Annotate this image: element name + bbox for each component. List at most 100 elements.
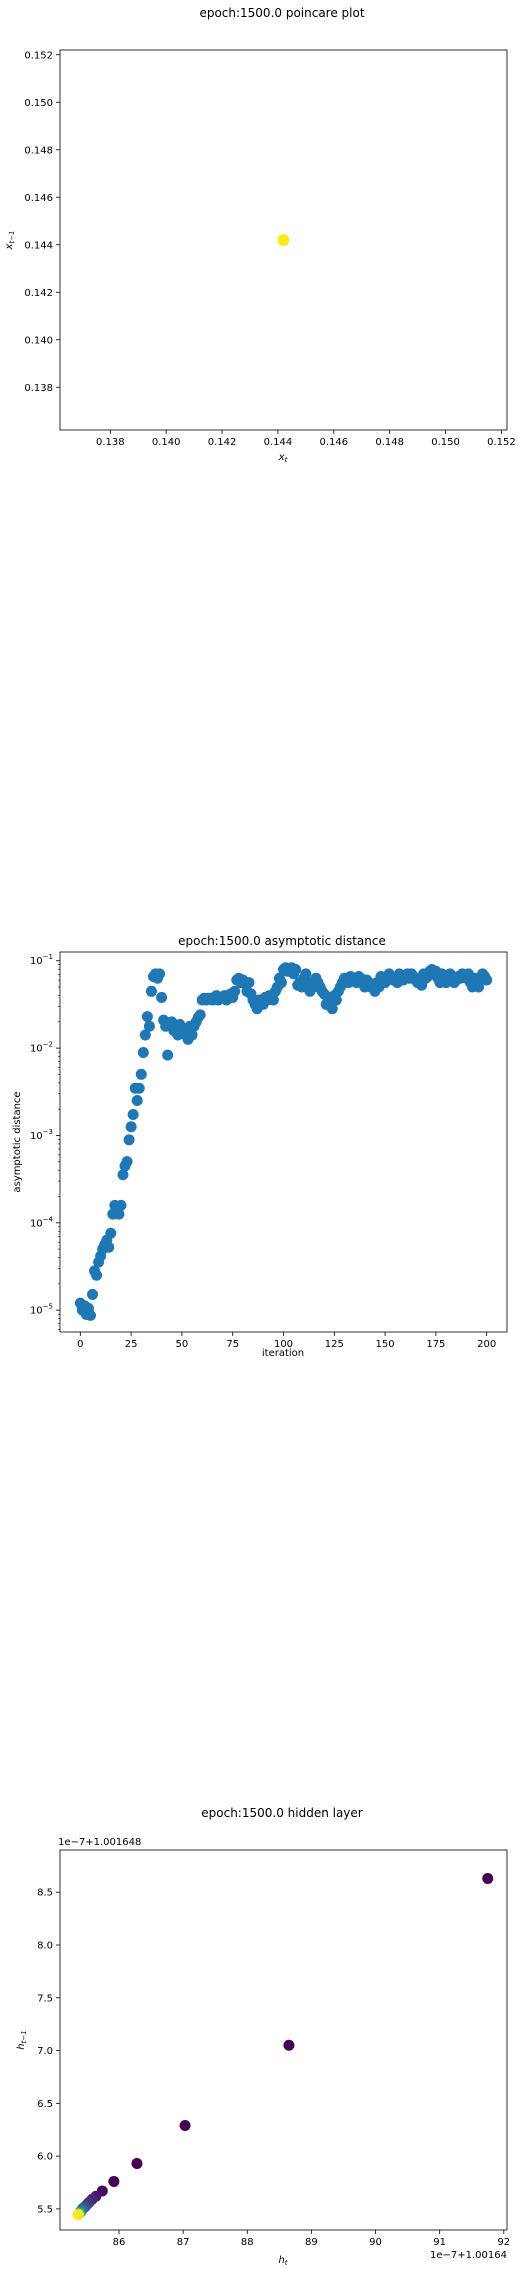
data-point: [137, 1046, 149, 1058]
data-point: [91, 1269, 103, 1281]
data-point: [473, 981, 485, 993]
x-tick-label: 0.138: [96, 437, 125, 448]
y-tick-label: 10−3: [30, 1128, 53, 1142]
x-offset-text: 1e−7+1.00164: [430, 2250, 507, 2261]
data-point: [84, 1309, 96, 1321]
x-tick-label: 0.148: [375, 437, 404, 448]
data-point: [326, 1003, 338, 1015]
chart-title: epoch:1500.0 poincare plot: [199, 6, 364, 20]
data-point: [277, 234, 290, 246]
data-point: [115, 1199, 127, 1211]
y-tick-label: 10−2: [30, 1041, 53, 1055]
x-axis-label: iteration: [262, 1348, 304, 1359]
data-point: [139, 1029, 151, 1041]
data-point: [162, 1049, 174, 1061]
y-tick-label: 0.142: [24, 288, 53, 299]
y-tick-label: 0.144: [24, 240, 53, 251]
data-point: [87, 1288, 99, 1300]
data-point: [482, 1873, 494, 1884]
y-tick-label: 7.5: [37, 1993, 53, 2004]
y-tick-label: 10−1: [30, 953, 53, 967]
data-point: [290, 963, 302, 975]
y-axis-label: ht−1: [16, 2030, 28, 2049]
data-point: [145, 985, 157, 997]
x-tick-label: 87: [177, 2237, 190, 2248]
x-tick-label: 0.150: [431, 437, 460, 448]
y-tick-label: 0.150: [24, 98, 53, 109]
x-tick-label: 0: [77, 1339, 83, 1350]
x-tick-label: 25: [125, 1339, 138, 1350]
chart-title: epoch:1500.0 asymptotic distance: [178, 934, 386, 948]
x-tick-label: 75: [226, 1339, 239, 1350]
data-point: [133, 1082, 145, 1094]
y-tick-label: 6.5: [37, 2099, 53, 2110]
x-tick-label: 0.140: [152, 437, 181, 448]
x-tick-label: 125: [325, 1339, 344, 1350]
x-tick-label: 0.142: [208, 437, 237, 448]
poincare-plot-chart: epoch:1500.0 poincare plot 0.138 0.140 0.1…: [4, 6, 516, 464]
x-tick-label: 0.144: [264, 437, 293, 448]
data-point: [267, 994, 279, 1006]
data-point: [123, 1134, 135, 1146]
x-tick-label: 200: [477, 1339, 496, 1350]
x-axis-label: ht: [278, 2255, 287, 2265]
data-point: [300, 968, 312, 980]
data-point: [156, 991, 168, 1003]
data-point: [127, 1108, 139, 1120]
y-tick-label: 6.0: [37, 2152, 53, 2163]
x-tick-label: 100: [274, 1339, 293, 1350]
data-point: [131, 1095, 143, 1107]
x-tick-label: 0.146: [319, 437, 348, 448]
data-point: [117, 1169, 129, 1181]
data-point: [113, 1208, 125, 1220]
data-point: [481, 974, 493, 986]
data-point: [131, 2158, 143, 2169]
data-point: [283, 2039, 295, 2051]
x-tick-label: 0.152: [487, 437, 516, 448]
y-tick-label: 5.5: [37, 2204, 53, 2215]
x-tick-label: 175: [426, 1339, 445, 1350]
x-tick-label: 86: [113, 2237, 126, 2248]
x-tick-label: 50: [176, 1339, 189, 1350]
data-point: [143, 1020, 155, 1032]
chart-title: epoch:1500.0 hidden layer: [201, 1806, 363, 1820]
data-point: [179, 2120, 191, 2131]
y-tick-label: 8.0: [37, 1941, 53, 1952]
y-tick-label: 10−4: [30, 1215, 54, 1229]
data-point: [275, 977, 287, 989]
y-axis-label: asymptotic distance: [12, 1091, 23, 1192]
hidden-layer-chart: epoch:1500.0 hidden layer 1e−7+1.001648 …: [16, 1806, 510, 2265]
y-tick-label: 0.152: [24, 50, 53, 61]
data-point: [121, 1156, 133, 1168]
x-tick-label: 88: [241, 2237, 254, 2248]
y-tick-label: 0.148: [24, 145, 53, 156]
data-point: [108, 2175, 120, 2187]
asymptotic-distance-chart: epoch:1500.0 asymptotic distance 0 25 50 75…: [12, 934, 508, 1359]
x-tick-label: 89: [305, 2237, 318, 2248]
x-axis-label: xt: [278, 452, 288, 464]
y-axis-label: xt−1: [4, 231, 16, 251]
x-tick-label: 92: [497, 2237, 510, 2248]
x-tick-label: 90: [369, 2237, 382, 2248]
y-tick-label: 0.138: [24, 383, 53, 394]
data-point: [154, 968, 166, 980]
data-point: [229, 985, 241, 997]
y-tick-label: 8.5: [37, 1888, 53, 1899]
data-point: [194, 1009, 206, 1021]
data-point: [105, 1227, 117, 1239]
data-point: [125, 1121, 137, 1133]
x-tick-label: 150: [376, 1339, 395, 1350]
y-tick-label: 0.140: [24, 335, 53, 346]
data-point: [330, 994, 342, 1006]
data-point: [141, 1011, 153, 1023]
data-point: [103, 1241, 115, 1253]
data-point: [72, 2209, 84, 2221]
y-tick-label: 10−5: [30, 1303, 53, 1317]
y-offset-text: 1e−7+1.001648: [58, 1837, 141, 1848]
y-tick-label: 7.0: [37, 2046, 53, 2057]
data-point: [135, 1068, 147, 1080]
plot-frame: [59, 1849, 508, 2231]
data-point: [186, 1029, 198, 1041]
y-tick-label: 0.146: [24, 193, 53, 204]
data-point: [243, 977, 255, 989]
